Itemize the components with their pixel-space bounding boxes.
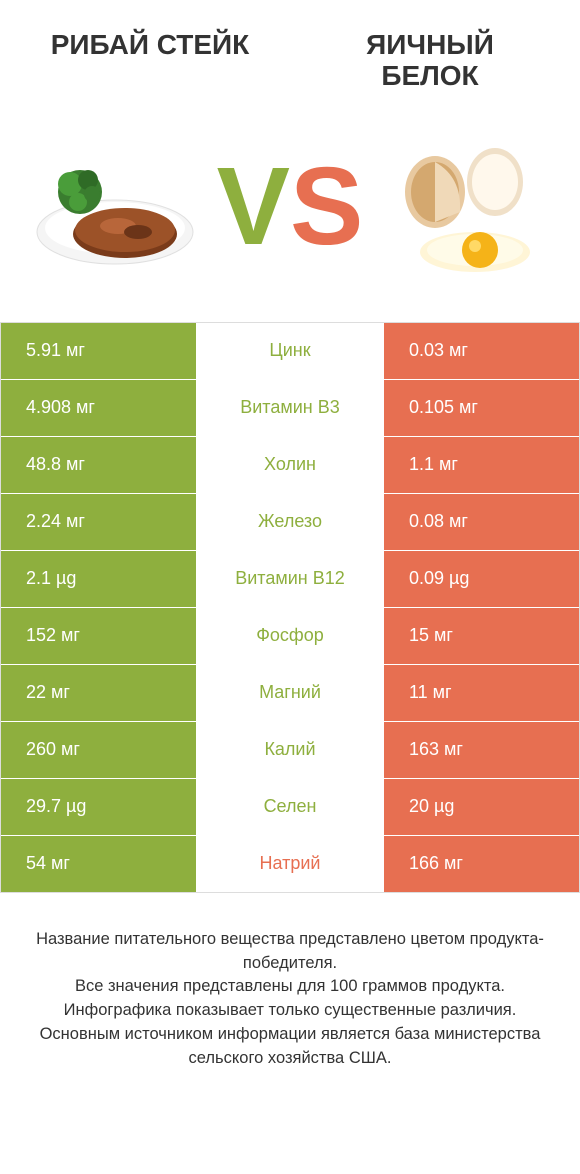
table-row: 48.8 мгХолин1.1 мг <box>1 437 579 494</box>
value-right: 166 мг <box>384 836 579 892</box>
value-right: 0.09 µg <box>384 551 579 607</box>
table-row: 22 мгМагний11 мг <box>1 665 579 722</box>
value-right: 11 мг <box>384 665 579 721</box>
vs-v: V <box>217 152 290 262</box>
table-row: 2.1 µgВитамин B120.09 µg <box>1 551 579 608</box>
nutrient-name: Магний <box>196 665 384 721</box>
value-right: 1.1 мг <box>384 437 579 493</box>
header: РИБАЙ СТЕЙК ЯИЧНЫЙ БЕЛОК <box>0 0 580 102</box>
infographic-container: РИБАЙ СТЕЙК ЯИЧНЫЙ БЕЛОК VS <box>0 0 580 1174</box>
food-image-left <box>30 122 200 292</box>
nutrient-name: Фосфор <box>196 608 384 664</box>
footer-line: Инфографика показывает только существенн… <box>30 999 550 1023</box>
footer-line: Основным источником информации является … <box>30 1023 550 1071</box>
nutrient-name: Холин <box>196 437 384 493</box>
footer-line: Название питательного вещества представл… <box>30 928 550 976</box>
value-left: 29.7 µg <box>1 779 196 835</box>
table-row: 29.7 µgСелен20 µg <box>1 779 579 836</box>
value-right: 0.105 мг <box>384 380 579 436</box>
table-row: 5.91 мгЦинк0.03 мг <box>1 323 579 380</box>
value-left: 2.1 µg <box>1 551 196 607</box>
value-left: 2.24 мг <box>1 494 196 550</box>
value-left: 54 мг <box>1 836 196 892</box>
footer-notes: Название питательного вещества представл… <box>0 893 580 1092</box>
title-right: ЯИЧНЫЙ БЕЛОК <box>330 30 530 92</box>
value-left: 22 мг <box>1 665 196 721</box>
nutrient-table: 5.91 мгЦинк0.03 мг4.908 мгВитамин B30.10… <box>0 322 580 893</box>
value-right: 0.03 мг <box>384 323 579 379</box>
value-left: 5.91 мг <box>1 323 196 379</box>
value-left: 260 мг <box>1 722 196 778</box>
vs-label: VS <box>215 132 365 282</box>
table-row: 260 мгКалий163 мг <box>1 722 579 779</box>
vs-s: S <box>290 152 363 262</box>
nutrient-name: Железо <box>196 494 384 550</box>
food-image-right <box>380 122 550 292</box>
nutrient-name: Натрий <box>196 836 384 892</box>
title-left: РИБАЙ СТЕЙК <box>50 30 250 92</box>
nutrient-name: Витамин B12 <box>196 551 384 607</box>
table-row: 152 мгФосфор15 мг <box>1 608 579 665</box>
nutrient-name: Витамин B3 <box>196 380 384 436</box>
value-right: 163 мг <box>384 722 579 778</box>
value-right: 20 µg <box>384 779 579 835</box>
table-row: 54 мгНатрий166 мг <box>1 836 579 893</box>
value-left: 152 мг <box>1 608 196 664</box>
footer-line: Все значения представлены для 100 граммо… <box>30 975 550 999</box>
value-left: 48.8 мг <box>1 437 196 493</box>
nutrient-name: Цинк <box>196 323 384 379</box>
value-right: 15 мг <box>384 608 579 664</box>
value-left: 4.908 мг <box>1 380 196 436</box>
nutrient-name: Калий <box>196 722 384 778</box>
vs-row: VS <box>0 102 580 322</box>
nutrient-name: Селен <box>196 779 384 835</box>
value-right: 0.08 мг <box>384 494 579 550</box>
table-row: 2.24 мгЖелезо0.08 мг <box>1 494 579 551</box>
table-row: 4.908 мгВитамин B30.105 мг <box>1 380 579 437</box>
